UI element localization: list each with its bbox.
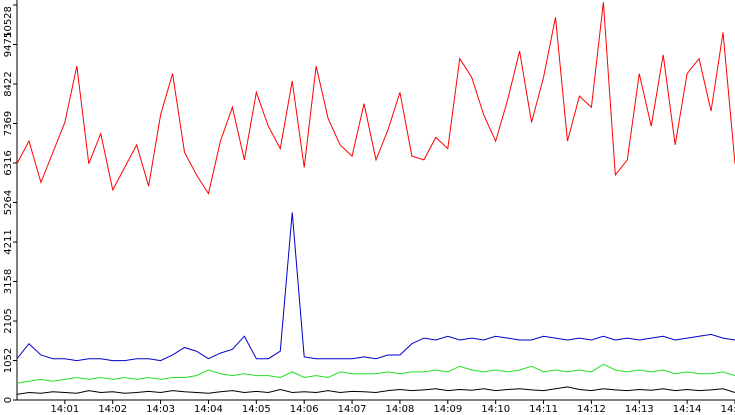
series-line [16, 2, 735, 195]
y-tick-label: 0 [3, 397, 14, 403]
x-tick-label: 14:06 [290, 404, 319, 415]
x-tick-label: 14:14 [673, 404, 702, 415]
x-tick-label: 14:04 [194, 404, 223, 415]
series-line [16, 363, 735, 384]
y-tick-label: 8422 [3, 71, 14, 96]
x-tick-label: 14:08 [386, 404, 415, 415]
x-tick-label: 14:13 [625, 404, 654, 415]
x-tick-label: 14:15 [721, 404, 735, 415]
x-tick-label: 14:01 [50, 404, 79, 415]
x-tick-label: 14:07 [338, 404, 367, 415]
x-tick-label: 14:09 [433, 404, 462, 415]
y-tick-label: 2105 [3, 308, 14, 333]
y-tick-label: 7369 [3, 111, 14, 136]
y-tick-label: 1052 [3, 348, 14, 373]
x-tick-label: 14:02 [98, 404, 127, 415]
y-tick-label: 3158 [3, 269, 14, 294]
y-tick-label: 4211 [3, 229, 14, 254]
series-line [16, 212, 735, 362]
y-tick-label: 6316 [3, 150, 14, 175]
x-tick-label: 14:11 [529, 404, 558, 415]
y-tick-label: 5264 [3, 190, 14, 215]
x-tick-label: 14:12 [577, 404, 606, 415]
x-tick-label: 14:05 [242, 404, 271, 415]
x-tick-label: 14:03 [146, 404, 175, 415]
y-tick-label: 9475 [3, 32, 14, 57]
x-tick-label: 14:10 [481, 404, 510, 415]
series-line [16, 386, 735, 395]
y-tick-label: 10528 [3, 6, 14, 38]
